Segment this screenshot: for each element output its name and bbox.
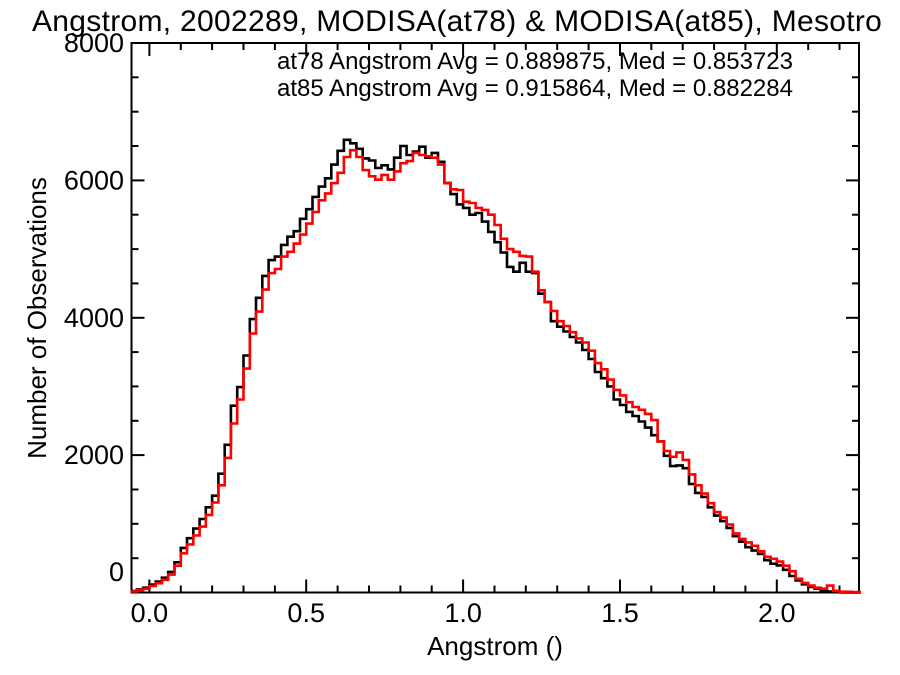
x-tick-labels: 0.0 0.5 1.0 1.5 2.0: [131, 598, 796, 628]
plot-title: Angstrom, 2002289, MODISA(at78) & MODISA…: [32, 5, 882, 38]
x-tick-label: 1.0: [444, 598, 482, 628]
at78-histogram-curve: [130, 138, 861, 594]
y-axis-title: Number of Observations: [22, 177, 52, 459]
x-tick-label: 1.5: [601, 598, 639, 628]
y-tick-label: 6000: [64, 165, 124, 195]
legend-line-at85: at85 Angstrom Avg = 0.915864, Med = 0.88…: [277, 75, 793, 102]
y-tick-label: 2000: [64, 440, 124, 470]
y-tick-labels: 0 2000 4000 6000 8000: [64, 28, 124, 587]
x-tick-label: 2.0: [758, 598, 796, 628]
at85-histogram-curve: [130, 148, 861, 594]
plot-frame: [130, 42, 860, 594]
y-tick-label: 8000: [64, 28, 124, 58]
axis-ticks: [131, 42, 859, 594]
plot-area: [130, 138, 861, 594]
y-tick-label: 0: [109, 557, 124, 587]
x-tick-label: 0.5: [287, 598, 325, 628]
y-tick-label: 4000: [64, 303, 124, 333]
legend-line-at78: at78 Angstrom Avg = 0.889875, Med = 0.85…: [277, 48, 793, 75]
x-axis-title: Angstrom (): [427, 631, 563, 661]
x-tick-label: 0.0: [131, 598, 169, 628]
